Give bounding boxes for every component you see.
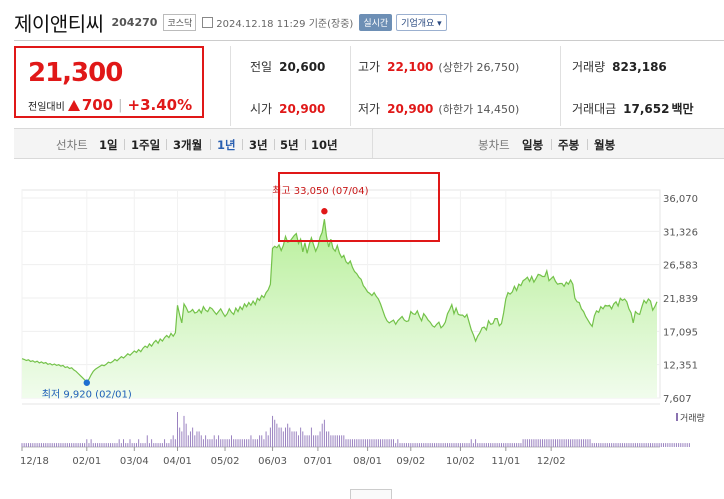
x-tick-label: 03/04 (120, 456, 149, 467)
y-tick-label: 31,326 (663, 227, 698, 238)
tab-1w[interactable]: 1주일 (131, 138, 161, 152)
min-marker (83, 379, 90, 386)
price-chart[interactable]: 36,070 31,326 26,583 21,839 17,095 12,351 7,60… (0, 160, 724, 495)
volume: 거래량 823,186 (572, 58, 667, 75)
current-price-box: 21,300 전일대비 700 | +3.40% (14, 46, 204, 118)
tab-weekly[interactable]: 주봉 (558, 138, 580, 152)
y-tick-label: 26,583 (663, 261, 698, 272)
divider: | (118, 97, 123, 113)
tab-3y[interactable]: 3년 (249, 138, 268, 152)
volume-legend-swatch (676, 413, 678, 421)
candle-chart-group-label: 봉차트 (478, 138, 510, 152)
low-price: 저가 20,900 (하한가 14,450) (358, 100, 519, 117)
high-value: 22,100 (387, 60, 434, 74)
stock-code: 204270 (111, 15, 158, 29)
open-price: 시가 20,900 (250, 100, 325, 117)
x-tick-label: 11/01 (491, 456, 520, 467)
up-triangle-icon (67, 99, 80, 111)
chart-period-tabs: 선차트 1일 1주일 3개월 1년 3년 5년 10년 봉차트 일봉 주봉 월봉 (14, 128, 724, 159)
x-tick-label: 10/02 (446, 456, 475, 467)
volume-label: 거래량 (572, 60, 606, 74)
price-change: 전일대비 700 | +3.40% (28, 96, 192, 114)
prev-close: 전일 20,600 (250, 58, 325, 75)
y-tick-label: 12,351 (663, 361, 698, 372)
lower-limit: (하한가 14,450) (438, 103, 520, 116)
low-value: 20,900 (387, 102, 434, 116)
trade-value-amount: 17,652 (623, 102, 670, 116)
volume-value: 823,186 (612, 60, 667, 74)
x-tick-label: 12/18 (20, 456, 49, 467)
line-chart-group-label: 선차트 (56, 138, 88, 152)
x-tick-label: 09/02 (396, 456, 425, 467)
x-tick-label: 02/01 (72, 456, 101, 467)
price-line (21, 219, 658, 383)
quote-datetime: 2024.12.18 11:29 기준(장중) (216, 18, 354, 30)
high-price: 고가 22,100 (상한가 26,750) (358, 58, 519, 75)
min-label: 최저 9,920 (02/01) (42, 389, 132, 401)
y-tick-label: 21,839 (663, 294, 698, 305)
open-label: 시가 (250, 102, 273, 116)
company-overview-dropdown[interactable]: 기업개요 ▾ (396, 13, 447, 31)
change-percent: +3.40% (127, 96, 193, 114)
prev-close-label: 전일 (250, 60, 273, 74)
market-badge: 코스닥 (163, 13, 197, 31)
open-value: 20,900 (279, 102, 326, 116)
chart-resize-handle[interactable] (350, 489, 392, 499)
x-tick-label: 07/01 (303, 456, 332, 467)
trade-value-label: 거래대금 (572, 102, 617, 116)
low-label: 저가 (358, 102, 381, 116)
tab-1y[interactable]: 1년 (217, 138, 236, 152)
max-annotation-highlight (278, 172, 440, 242)
x-tick-label: 12/02 (537, 456, 566, 467)
tab-daily[interactable]: 일봉 (522, 138, 544, 152)
x-tick-label: 06/03 (258, 456, 287, 467)
header-divider (14, 40, 724, 41)
trade-value-unit: 백만 (671, 102, 694, 116)
high-label: 고가 (358, 60, 381, 74)
volume-legend-label: 거래량 (680, 412, 705, 424)
max-label: 최고 33,050 (07/04) (272, 185, 368, 197)
stats-divider (560, 46, 561, 126)
change-label: 전일대비 (28, 101, 65, 113)
max-marker (321, 208, 328, 215)
tab-3m[interactable]: 3개월 (173, 138, 203, 152)
calendar-icon (202, 16, 214, 28)
company-name: 제이앤티씨 (14, 11, 104, 36)
stock-header: 제이앤티씨 204270 코스닥 2024.12.18 11:29 기준(장중)… (14, 8, 447, 36)
price-area (22, 219, 657, 398)
trade-value: 거래대금 17,652 백만 (572, 100, 694, 117)
tab-10y[interactable]: 10년 (311, 138, 338, 152)
upper-limit: (상한가 26,750) (438, 61, 520, 74)
stats-divider (230, 46, 231, 126)
tab-1d[interactable]: 1일 (99, 138, 118, 152)
x-tick-label: 08/01 (353, 456, 382, 467)
y-tick-label: 7,607 (663, 394, 692, 405)
y-tick-label: 17,095 (663, 327, 698, 338)
y-tick-label: 36,070 (663, 194, 698, 205)
realtime-button[interactable]: 실시간 (359, 13, 393, 31)
x-tick-label: 04/01 (163, 456, 192, 467)
tab-5y[interactable]: 5년 (280, 138, 299, 152)
prev-close-value: 20,600 (279, 60, 326, 74)
change-amount: 700 (81, 96, 114, 114)
tab-monthly[interactable]: 월봉 (594, 138, 616, 152)
current-price: 21,300 (28, 58, 123, 88)
stats-divider (350, 46, 351, 126)
x-tick-label: 05/02 (211, 456, 240, 467)
